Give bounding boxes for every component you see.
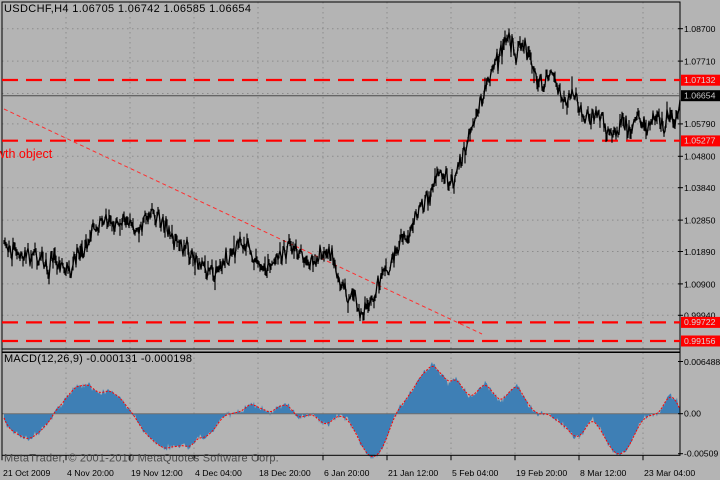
svg-text:MetaTrader, © 2001-2010 MetaQu: MetaTrader, © 2001-2010 MetaQuotes Softw… [4,453,279,465]
svg-text:1.04800: 1.04800 [684,152,716,162]
svg-text:19 Feb 20:00: 19 Feb 20:00 [516,468,567,478]
svg-text:21 Jan 12:00: 21 Jan 12:00 [388,468,438,478]
svg-text:4 Dec 04:00: 4 Dec 04:00 [195,468,242,478]
svg-text:0.99722: 0.99722 [684,317,716,327]
svg-text:wth object: wth object [0,147,53,161]
svg-text:0.00: 0.00 [684,409,701,419]
svg-text:1.07710: 1.07710 [684,57,716,67]
svg-text:23 Mar 04:00: 23 Mar 04:00 [644,468,695,478]
svg-text:8 Mar 12:00: 8 Mar 12:00 [580,468,627,478]
svg-text:-0.00509: -0.00509 [684,449,718,459]
svg-text:1.00900: 1.00900 [684,280,716,290]
svg-text:MACD(12,26,9) -0.000131 -0.000: MACD(12,26,9) -0.000131 -0.000198 [4,353,192,365]
svg-text:1.08700: 1.08700 [684,24,716,34]
svg-text:0.006488: 0.006488 [684,357,720,367]
svg-text:5 Feb 04:00: 5 Feb 04:00 [452,468,499,478]
svg-text:1.05277: 1.05277 [684,136,716,146]
svg-text:0.99156: 0.99156 [684,336,716,346]
svg-text:18 Dec 20:00: 18 Dec 20:00 [259,468,311,478]
svg-text:1.02850: 1.02850 [684,216,716,226]
svg-text:1.05790: 1.05790 [684,119,716,129]
svg-text:1.01890: 1.01890 [684,247,716,257]
svg-text:21 Oct 2009: 21 Oct 2009 [3,468,51,478]
svg-text:6 Jan 20:00: 6 Jan 20:00 [324,468,370,478]
svg-text:1.06654: 1.06654 [684,91,716,101]
svg-text:19 Nov 12:00: 19 Nov 12:00 [131,468,183,478]
svg-text:4 Nov 20:00: 4 Nov 20:00 [67,468,114,478]
svg-text:1.03840: 1.03840 [684,183,716,193]
svg-text:USDCHF,H4 1.06705 1.06742 1.0: USDCHF,H4 1.06705 1.06742 1.06585 1.0665… [4,3,251,15]
svg-text:1.07132: 1.07132 [684,75,716,85]
